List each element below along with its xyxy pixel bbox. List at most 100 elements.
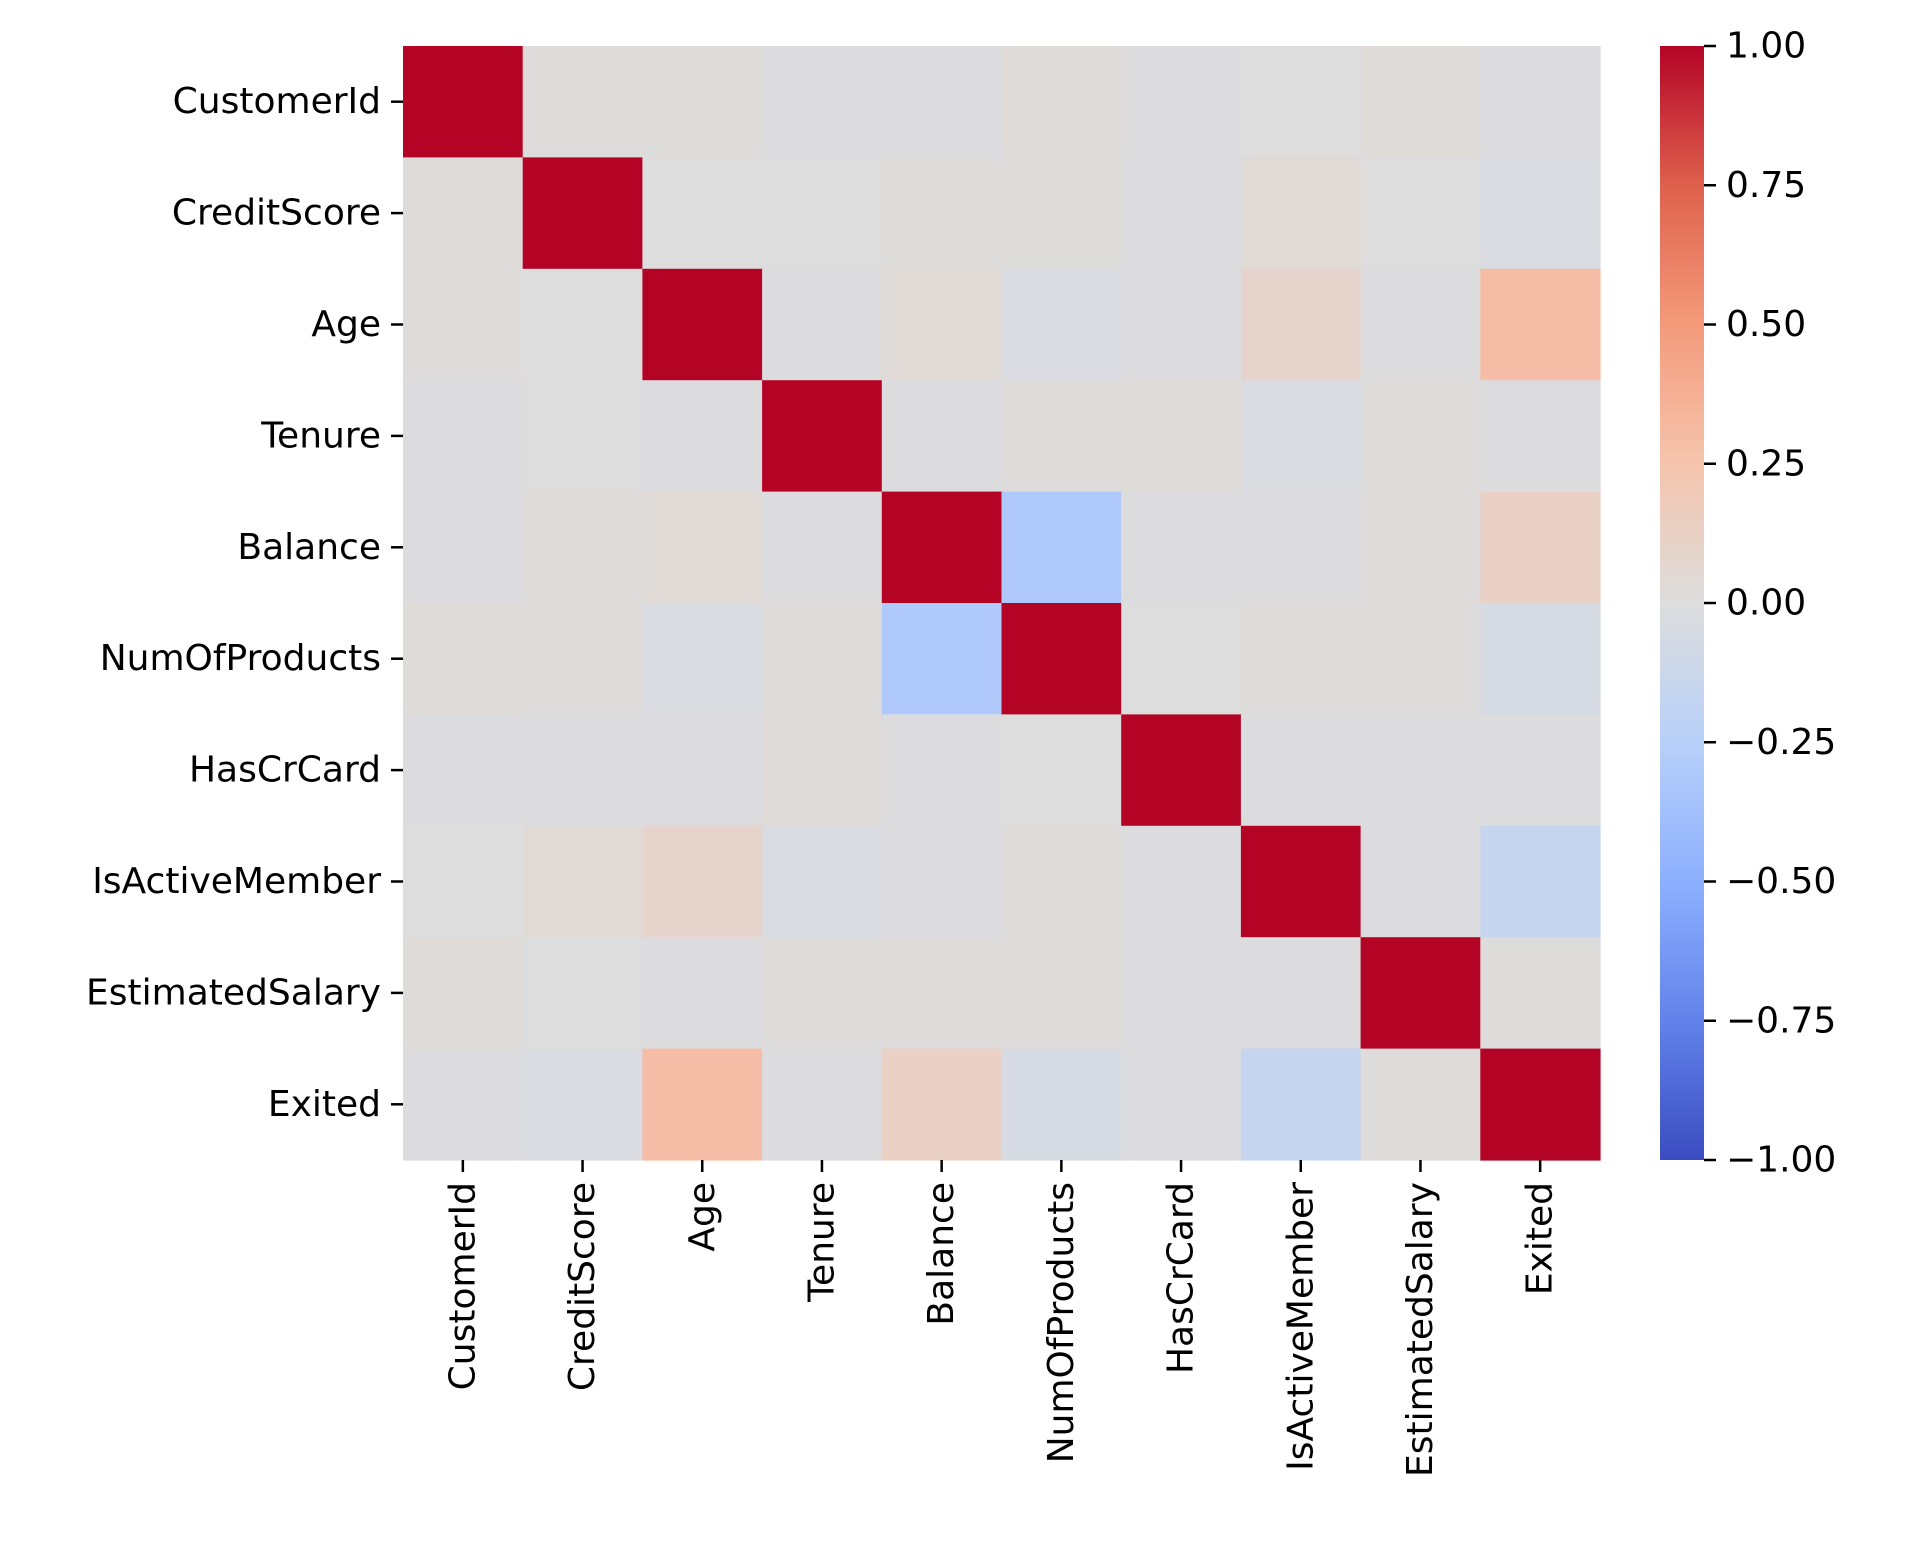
heatmap-cell-num-of-products-age <box>642 603 763 715</box>
heatmap-cell-credit-score-credit-score <box>522 157 643 270</box>
colorbar-gradient <box>1660 46 1704 1160</box>
heatmap-cell-exited-has-cr-card <box>1121 1048 1242 1161</box>
heatmap-cell-age-estimated-salary <box>1360 268 1481 381</box>
colorbar-tick-label: 0.00 <box>1726 583 1806 624</box>
heatmap-cell-age-age <box>642 268 763 381</box>
y-tick-label-balance: Balance <box>237 527 381 568</box>
heatmap-cell-customer-id-estimated-salary <box>1360 46 1481 158</box>
heatmap-cell-balance-customer-id <box>403 491 524 604</box>
y-tick-label-customer-id: CustomerId <box>173 81 381 122</box>
heatmap-cell-exited-is-active-member <box>1240 1048 1362 1161</box>
colorbar-tick-label: −0.25 <box>1726 722 1836 763</box>
heatmap-cell-balance-credit-score <box>522 491 643 604</box>
x-tick-label-is-active-member: IsActiveMember <box>1280 1182 1321 1471</box>
y-tick-label-is-active-member: IsActiveMember <box>92 861 381 902</box>
heatmap-cell-num-of-products-balance <box>881 603 1003 715</box>
y-tick-label-num-of-products: NumOfProducts <box>100 638 381 679</box>
heatmap-cell-is-active-member-num-of-products <box>1001 825 1122 938</box>
heatmap-cell-balance-tenure <box>762 491 883 604</box>
heatmap-cell-age-num-of-products <box>1001 268 1122 381</box>
heatmap-cell-is-active-member-exited <box>1480 825 1601 938</box>
heatmap-cell-estimated-salary-exited <box>1480 937 1601 1050</box>
heatmap-cell-estimated-salary-num-of-products <box>1001 937 1122 1050</box>
colorbar: 1.00 0.75 0.50 0.25 0.00 −0.25 −0.50 −0.75 −1.00 <box>1660 26 1836 1181</box>
colorbar-tick-label: −0.50 <box>1726 861 1836 902</box>
colorbar-tick-label: −0.75 <box>1726 1000 1836 1041</box>
heatmap-cell-is-active-member-tenure <box>762 825 883 938</box>
heatmap-cell-tenure-is-active-member <box>1240 380 1362 493</box>
heatmap-cell-exited-estimated-salary <box>1360 1048 1481 1161</box>
heatmap-cell-has-cr-card-credit-score <box>522 714 643 827</box>
heatmap-cell-has-cr-card-customer-id <box>403 714 524 827</box>
heatmap-cell-num-of-products-is-active-member <box>1240 603 1362 715</box>
heatmap-cell-has-cr-card-tenure <box>762 714 883 827</box>
heatmap-cell-tenure-exited <box>1480 380 1601 493</box>
x-tick-label-tenure: Tenure <box>801 1182 842 1303</box>
colorbar-tick-label: 0.50 <box>1726 304 1806 345</box>
heatmap-cell-balance-estimated-salary <box>1360 491 1481 604</box>
heatmap-cell-age-has-cr-card <box>1121 268 1242 381</box>
heatmap-cell-credit-score-balance <box>881 157 1003 270</box>
heatmap-cell-num-of-products-credit-score <box>522 603 643 715</box>
heatmap-cell-balance-is-active-member <box>1240 491 1362 604</box>
heatmap-cell-is-active-member-customer-id <box>403 825 524 938</box>
colorbar-tick-label: 1.00 <box>1726 26 1806 67</box>
heatmap-cell-num-of-products-customer-id <box>403 603 524 715</box>
heatmap-cell-balance-has-cr-card <box>1121 491 1242 604</box>
y-tick-label-exited: Exited <box>268 1084 381 1125</box>
heatmap-cell-age-balance <box>881 268 1003 381</box>
heatmap-cell-tenure-balance <box>881 380 1003 493</box>
heatmap-cell-exited-credit-score <box>522 1048 643 1161</box>
heatmap-cell-credit-score-tenure <box>762 157 883 270</box>
heatmap-cell-estimated-salary-age <box>642 937 763 1050</box>
heatmap-cell-customer-id-balance <box>881 46 1003 158</box>
x-tick-label-num-of-products: NumOfProducts <box>1041 1182 1082 1463</box>
heatmap-cell-estimated-salary-has-cr-card <box>1121 937 1242 1050</box>
heatmap-cell-estimated-salary-credit-score <box>522 937 643 1050</box>
heatmap-cell-tenure-num-of-products <box>1001 380 1122 493</box>
heatmap-cell-age-is-active-member <box>1240 268 1362 381</box>
heatmap-cell-estimated-salary-balance <box>881 937 1003 1050</box>
heatmap-cell-is-active-member-estimated-salary <box>1360 825 1481 938</box>
colorbar-tick-label: 0.75 <box>1726 165 1806 206</box>
y-tick-label-has-cr-card: HasCrCard <box>189 750 381 791</box>
x-tick-label-age: Age <box>682 1182 723 1252</box>
heatmap-cell-estimated-salary-is-active-member <box>1240 937 1362 1050</box>
x-tick-label-exited: Exited <box>1520 1182 1561 1295</box>
heatmap-cell-tenure-tenure <box>762 380 883 493</box>
heatmap-cell-has-cr-card-estimated-salary <box>1360 714 1481 827</box>
heatmap-cell-has-cr-card-is-active-member <box>1240 714 1362 827</box>
heatmap-cell-num-of-products-tenure <box>762 603 883 715</box>
heatmap-cell-credit-score-has-cr-card <box>1121 157 1242 270</box>
heatmap-cell-credit-score-exited <box>1480 157 1601 270</box>
colorbar-tick-label: −1.00 <box>1726 1140 1836 1181</box>
heatmap-cell-is-active-member-is-active-member <box>1240 825 1362 938</box>
heatmap-cells <box>403 46 1601 1161</box>
heatmap-cell-exited-balance <box>881 1048 1003 1161</box>
heatmap-cell-tenure-credit-score <box>522 380 643 493</box>
heatmap-cell-exited-tenure <box>762 1048 883 1161</box>
heatmap-cell-balance-exited <box>1480 491 1601 604</box>
heatmap-cell-estimated-salary-tenure <box>762 937 883 1050</box>
heatmap-cell-num-of-products-num-of-products <box>1001 603 1122 715</box>
x-tick-label-credit-score: CreditScore <box>562 1182 603 1391</box>
heatmap-cell-exited-age <box>642 1048 763 1161</box>
x-tick-label-has-cr-card: HasCrCard <box>1161 1182 1202 1374</box>
heatmap-cell-age-credit-score <box>522 268 643 381</box>
y-tick-label-credit-score: CreditScore <box>172 193 381 234</box>
heatmap-cell-has-cr-card-num-of-products <box>1001 714 1122 827</box>
heatmap-cell-exited-exited <box>1480 1048 1601 1161</box>
heatmap-cell-balance-age <box>642 491 763 604</box>
heatmap-cell-tenure-has-cr-card <box>1121 380 1242 493</box>
heatmap-cell-customer-id-credit-score <box>522 46 643 158</box>
heatmap-cell-estimated-salary-estimated-salary <box>1360 937 1481 1050</box>
heatmap-cell-is-active-member-balance <box>881 825 1003 938</box>
heatmap-cell-credit-score-age <box>642 157 763 270</box>
heatmap-cell-customer-id-exited <box>1480 46 1601 158</box>
heatmap-cell-num-of-products-exited <box>1480 603 1601 715</box>
x-tick-label-balance: Balance <box>921 1182 962 1326</box>
heatmap-cell-customer-id-customer-id <box>403 46 524 158</box>
heatmap-cell-balance-balance <box>881 491 1003 604</box>
heatmap-cell-customer-id-tenure <box>762 46 883 158</box>
